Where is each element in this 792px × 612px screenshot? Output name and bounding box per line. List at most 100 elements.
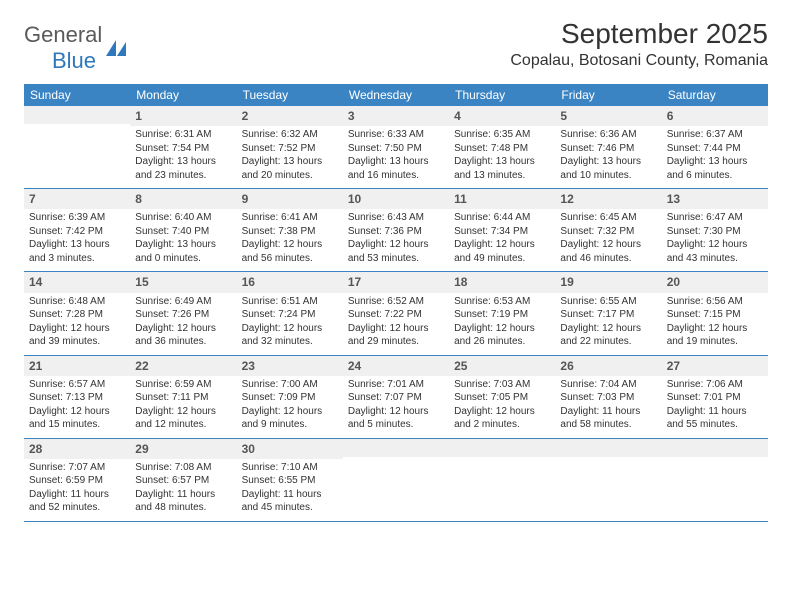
day-header-thursday: Thursday (449, 84, 555, 106)
sunset-line: Sunset: 7:32 PM (560, 225, 656, 239)
sunset-line: Sunset: 7:11 PM (135, 391, 231, 405)
daylight-line: Daylight: 12 hours and 29 minutes. (348, 322, 444, 349)
daylight-line: Daylight: 11 hours and 55 minutes. (667, 405, 763, 432)
sunrise-line: Sunrise: 6:57 AM (29, 378, 125, 392)
daylight-line: Daylight: 13 hours and 0 minutes. (135, 238, 231, 265)
day-number: 5 (555, 106, 661, 126)
sunrise-line: Sunrise: 6:59 AM (135, 378, 231, 392)
sunset-line: Sunset: 7:38 PM (242, 225, 338, 239)
day-header-sunday: Sunday (24, 84, 130, 106)
day-number: 23 (237, 356, 343, 376)
sunset-line: Sunset: 7:24 PM (242, 308, 338, 322)
sunrise-line: Sunrise: 7:07 AM (29, 461, 125, 475)
daylight-line: Daylight: 12 hours and 26 minutes. (454, 322, 550, 349)
sunrise-line: Sunrise: 6:48 AM (29, 295, 125, 309)
daylight-line: Daylight: 11 hours and 45 minutes. (242, 488, 338, 515)
sunset-line: Sunset: 6:55 PM (242, 474, 338, 488)
day-cell: 22Sunrise: 6:59 AMSunset: 7:11 PMDayligh… (130, 356, 236, 438)
sunset-line: Sunset: 7:03 PM (560, 391, 656, 405)
day-cell (24, 106, 130, 188)
sunset-line: Sunset: 7:40 PM (135, 225, 231, 239)
daylight-line: Daylight: 12 hours and 19 minutes. (667, 322, 763, 349)
day-cell: 6Sunrise: 6:37 AMSunset: 7:44 PMDaylight… (662, 106, 768, 188)
sunset-line: Sunset: 7:44 PM (667, 142, 763, 156)
header: General Blue September 2025 Copalau, Bot… (24, 18, 768, 74)
title-block: September 2025 Copalau, Botosani County,… (510, 18, 768, 70)
day-header-friday: Friday (555, 84, 661, 106)
day-cell: 14Sunrise: 6:48 AMSunset: 7:28 PMDayligh… (24, 272, 130, 354)
day-cell: 16Sunrise: 6:51 AMSunset: 7:24 PMDayligh… (237, 272, 343, 354)
day-number: 3 (343, 106, 449, 126)
daylight-line: Daylight: 12 hours and 56 minutes. (242, 238, 338, 265)
day-number: 13 (662, 189, 768, 209)
day-number: 24 (343, 356, 449, 376)
daylight-line: Daylight: 13 hours and 10 minutes. (560, 155, 656, 182)
daylight-line: Daylight: 12 hours and 2 minutes. (454, 405, 550, 432)
sunset-line: Sunset: 7:36 PM (348, 225, 444, 239)
day-number (555, 439, 661, 457)
daylight-line: Daylight: 11 hours and 58 minutes. (560, 405, 656, 432)
day-header-monday: Monday (130, 84, 236, 106)
day-number: 14 (24, 272, 130, 292)
day-cell: 4Sunrise: 6:35 AMSunset: 7:48 PMDaylight… (449, 106, 555, 188)
day-number: 2 (237, 106, 343, 126)
day-cell (449, 439, 555, 521)
daylight-line: Daylight: 11 hours and 52 minutes. (29, 488, 125, 515)
day-number: 9 (237, 189, 343, 209)
sunset-line: Sunset: 6:59 PM (29, 474, 125, 488)
sunset-line: Sunset: 7:26 PM (135, 308, 231, 322)
day-header-tuesday: Tuesday (237, 84, 343, 106)
sunrise-line: Sunrise: 6:45 AM (560, 211, 656, 225)
sunset-line: Sunset: 7:46 PM (560, 142, 656, 156)
daylight-line: Daylight: 13 hours and 13 minutes. (454, 155, 550, 182)
day-number: 19 (555, 272, 661, 292)
day-number: 1 (130, 106, 236, 126)
week-row: 14Sunrise: 6:48 AMSunset: 7:28 PMDayligh… (24, 272, 768, 355)
day-cell: 11Sunrise: 6:44 AMSunset: 7:34 PMDayligh… (449, 189, 555, 271)
sunset-line: Sunset: 7:52 PM (242, 142, 338, 156)
day-number: 8 (130, 189, 236, 209)
sunset-line: Sunset: 7:17 PM (560, 308, 656, 322)
sunset-line: Sunset: 7:30 PM (667, 225, 763, 239)
day-cell: 17Sunrise: 6:52 AMSunset: 7:22 PMDayligh… (343, 272, 449, 354)
day-cell: 3Sunrise: 6:33 AMSunset: 7:50 PMDaylight… (343, 106, 449, 188)
sunrise-line: Sunrise: 6:35 AM (454, 128, 550, 142)
logo-wordmark: General Blue (24, 22, 102, 74)
day-number: 11 (449, 189, 555, 209)
location: Copalau, Botosani County, Romania (510, 52, 768, 70)
day-number: 4 (449, 106, 555, 126)
logo-word-1: General (24, 22, 102, 47)
logo-sail-icon (106, 40, 126, 56)
day-number: 27 (662, 356, 768, 376)
day-number: 26 (555, 356, 661, 376)
day-cell: 5Sunrise: 6:36 AMSunset: 7:46 PMDaylight… (555, 106, 661, 188)
daylight-line: Daylight: 12 hours and 53 minutes. (348, 238, 444, 265)
sunrise-line: Sunrise: 6:33 AM (348, 128, 444, 142)
day-cell: 19Sunrise: 6:55 AMSunset: 7:17 PMDayligh… (555, 272, 661, 354)
logo-word-2: Blue (52, 48, 96, 74)
sunset-line: Sunset: 7:54 PM (135, 142, 231, 156)
calendar: SundayMondayTuesdayWednesdayThursdayFrid… (24, 84, 768, 522)
sunrise-line: Sunrise: 6:43 AM (348, 211, 444, 225)
daylight-line: Daylight: 12 hours and 32 minutes. (242, 322, 338, 349)
sunrise-line: Sunrise: 7:03 AM (454, 378, 550, 392)
sunrise-line: Sunrise: 7:04 AM (560, 378, 656, 392)
day-number: 22 (130, 356, 236, 376)
day-cell: 1Sunrise: 6:31 AMSunset: 7:54 PMDaylight… (130, 106, 236, 188)
day-cell (343, 439, 449, 521)
day-cell: 13Sunrise: 6:47 AMSunset: 7:30 PMDayligh… (662, 189, 768, 271)
daylight-line: Daylight: 12 hours and 43 minutes. (667, 238, 763, 265)
daylight-line: Daylight: 12 hours and 22 minutes. (560, 322, 656, 349)
week-row: 28Sunrise: 7:07 AMSunset: 6:59 PMDayligh… (24, 439, 768, 522)
daylight-line: Daylight: 13 hours and 3 minutes. (29, 238, 125, 265)
sunrise-line: Sunrise: 6:56 AM (667, 295, 763, 309)
sunrise-line: Sunrise: 6:52 AM (348, 295, 444, 309)
day-number: 16 (237, 272, 343, 292)
sunrise-line: Sunrise: 7:06 AM (667, 378, 763, 392)
day-cell (662, 439, 768, 521)
day-cell: 7Sunrise: 6:39 AMSunset: 7:42 PMDaylight… (24, 189, 130, 271)
sunrise-line: Sunrise: 7:10 AM (242, 461, 338, 475)
sunrise-line: Sunrise: 7:08 AM (135, 461, 231, 475)
sunrise-line: Sunrise: 7:00 AM (242, 378, 338, 392)
sunrise-line: Sunrise: 6:40 AM (135, 211, 231, 225)
